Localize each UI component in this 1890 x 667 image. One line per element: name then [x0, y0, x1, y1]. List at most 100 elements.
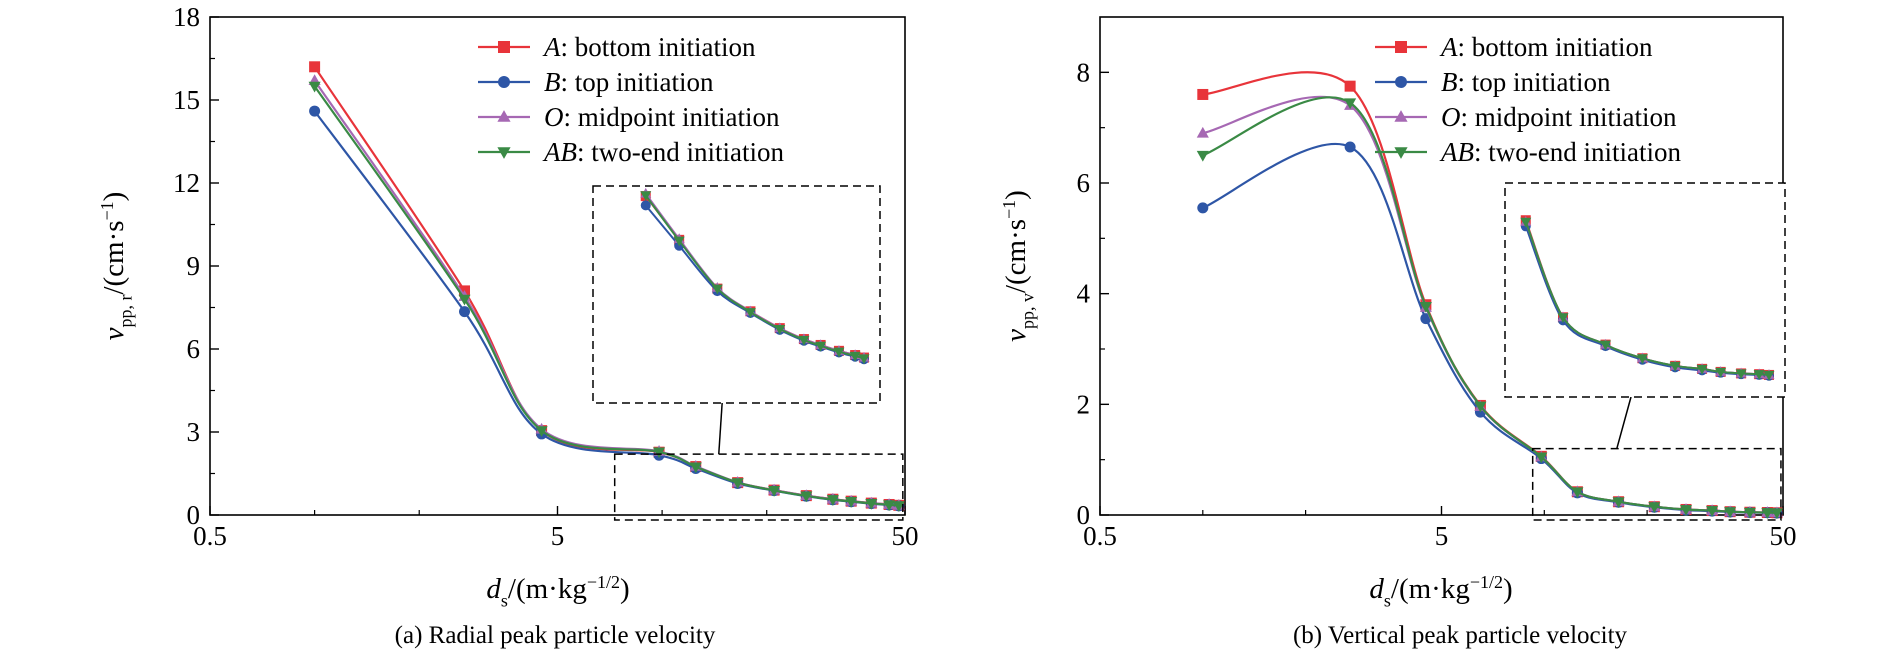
- legend-label: A: bottom initiation: [1439, 32, 1653, 62]
- inset-data-point-vertical: [1715, 367, 1727, 378]
- data-point-radial: [308, 81, 321, 93]
- series-line-vertical-3: [1202, 96, 1777, 514]
- legend-marker: [1394, 147, 1408, 159]
- data-point-vertical: [1197, 202, 1209, 214]
- plot-area-vertical: 0 2 4 6 8 0.5 5 50 A: bottom initiation B: top in…: [1077, 16, 1797, 551]
- legend-marker: [1395, 41, 1407, 53]
- data-point-radial: [653, 447, 666, 459]
- plot-area-radial: 0 3 6 9 12 15 18 0.5 5 50 A: bottom initiation B: t…: [173, 2, 919, 551]
- data-point-vertical: [1679, 505, 1693, 516]
- data-point-radial: [309, 105, 321, 117]
- zoom-connector-radial: [718, 402, 723, 455]
- inset-series-line-vertical-3: [1524, 221, 1770, 376]
- y-tick-label-vertical: 2: [1077, 389, 1091, 419]
- y-axis-label-radial: vpp, r/(cm·s−1): [97, 192, 136, 341]
- x-tick-label-radial: 50: [892, 521, 919, 551]
- inset-frame-vertical: [1504, 182, 1786, 398]
- y-tick-label-radial: 12: [173, 168, 200, 198]
- inset-data-point-vertical: [1557, 313, 1569, 324]
- data-point-vertical: [1648, 502, 1661, 514]
- data-point-vertical: [1344, 98, 1357, 110]
- inset-data-point-vertical: [1735, 369, 1747, 380]
- data-point-radial: [826, 495, 839, 506]
- data-point-radial: [892, 501, 905, 512]
- inset-data-point-vertical: [1669, 361, 1681, 372]
- y-tick-label-vertical: 6: [1077, 168, 1091, 198]
- legend-marker: [497, 110, 511, 122]
- data-point-vertical: [1344, 141, 1356, 153]
- inset-data-point-radial: [774, 324, 786, 335]
- legend-marker: [1394, 110, 1408, 122]
- chart-radial: 0 3 6 9 12 15 18 0.5 5 50 A: bottom initiation B: t…: [97, 2, 919, 649]
- data-point-radial: [535, 426, 548, 437]
- y-tick-label-radial: 6: [187, 334, 201, 364]
- zoom-connector-vertical: [1616, 396, 1632, 449]
- legend-label: A: bottom initiation: [542, 32, 756, 62]
- inset-data-point-vertical: [1636, 354, 1648, 364]
- legend-radial: A: bottom initiation B: top initiation O: …: [478, 32, 784, 167]
- inset-data-point-radial: [833, 347, 845, 358]
- data-point-radial: [845, 497, 858, 508]
- x-tick-label-radial: 5: [551, 521, 565, 551]
- data-point-vertical: [1197, 88, 1209, 100]
- inset-data-point-radial: [849, 351, 861, 362]
- inset-data-point-radial: [744, 308, 756, 318]
- chart-vertical: 0 2 4 6 8 0.5 5 50 A: bottom initiation B: top in…: [999, 16, 1797, 649]
- data-point-vertical: [1571, 487, 1584, 499]
- data-point-radial: [800, 491, 813, 503]
- x-tick-label-radial: 0.5: [193, 521, 227, 551]
- y-tick-label-vertical: 4: [1077, 279, 1091, 309]
- legend-marker: [498, 41, 510, 53]
- data-point-radial: [768, 485, 781, 497]
- data-point-vertical: [1612, 497, 1625, 509]
- data-point-vertical: [1770, 508, 1783, 520]
- data-point-radial: [458, 294, 471, 306]
- legend-label: O: midpoint initiation: [544, 102, 780, 132]
- inset-data-point-radial: [798, 335, 810, 346]
- caption-vertical: (b) Vertical peak particle velocity: [1293, 622, 1628, 649]
- inset-series-line-radial-3: [644, 194, 865, 360]
- caption-radial: (a) Radial peak particle velocity: [395, 622, 716, 649]
- inset-data-point-vertical: [1520, 217, 1532, 228]
- data-point-radial: [459, 306, 471, 318]
- x-tick-label-vertical: 5: [1435, 521, 1449, 551]
- data-point-vertical: [1535, 452, 1548, 464]
- legend-label: B: top initiation: [1441, 67, 1611, 97]
- legend-vertical: A: bottom initiation B: top initiation O: …: [1375, 32, 1681, 167]
- data-point-radial: [309, 61, 321, 73]
- legend-marker: [497, 147, 511, 159]
- data-point-vertical: [1344, 80, 1356, 92]
- y-axis-label-vertical: vpp, v/(cm·s−1): [999, 190, 1038, 342]
- x-tick-label-vertical: 50: [1770, 521, 1797, 551]
- legend-marker: [498, 76, 510, 88]
- inset-data-point-vertical: [1753, 370, 1765, 380]
- zoom-region-vertical: [1531, 447, 1782, 521]
- zoom-region-radial: [613, 453, 904, 521]
- inset-data-point-vertical: [1696, 364, 1708, 375]
- y-tick-label-radial: 0: [187, 500, 201, 530]
- y-tick-label-radial: 15: [173, 85, 200, 115]
- x-axis-label-vertical: ds/(m·kg−1/2): [1369, 572, 1512, 611]
- data-point-vertical: [1419, 301, 1432, 313]
- y-tick-label-radial: 9: [187, 251, 201, 281]
- inset-data-point-vertical: [1763, 370, 1775, 381]
- legend-marker: [1395, 76, 1407, 88]
- inset-data-point-radial: [640, 191, 652, 202]
- data-point-vertical: [1706, 506, 1719, 517]
- data-point-radial: [731, 478, 744, 489]
- legend-label: O: midpoint initiation: [1441, 102, 1677, 132]
- inset-frame-radial: [592, 185, 881, 404]
- inset-data-point-radial: [711, 284, 723, 295]
- data-point-vertical: [1761, 508, 1774, 519]
- data-point-radial: [865, 498, 878, 510]
- legend-label: AB: two-end initiation: [542, 137, 784, 167]
- y-tick-label-radial: 18: [173, 2, 200, 32]
- data-point-vertical: [1196, 150, 1209, 162]
- y-tick-label-radial: 3: [187, 417, 201, 447]
- data-point-vertical: [1743, 507, 1756, 519]
- inset-data-point-radial: [640, 200, 651, 211]
- y-tick-label-vertical: 8: [1077, 57, 1091, 87]
- data-point-radial: [689, 462, 702, 474]
